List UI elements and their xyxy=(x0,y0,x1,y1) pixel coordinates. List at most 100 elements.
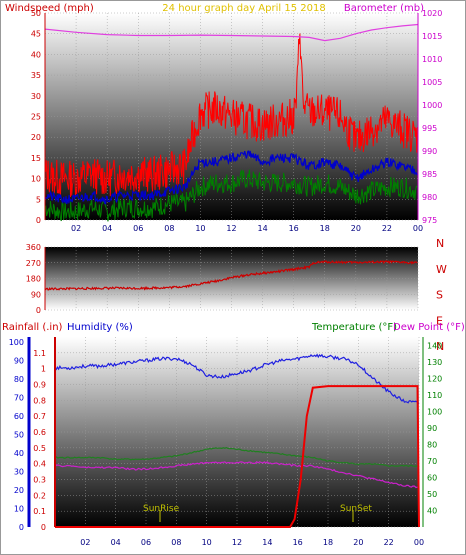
rain-x-tick-label: 12 xyxy=(232,538,242,547)
wind-panel-axes: 0510152025303540455097598098599099510001… xyxy=(31,9,443,233)
compass-label: N xyxy=(436,237,444,250)
humidity-tick-label: 50 xyxy=(14,431,24,440)
wind-tick-label: 0 xyxy=(36,216,41,225)
barometer-tick-label: 990 xyxy=(422,147,437,156)
compass-label: W xyxy=(436,263,447,276)
wind-x-tick-label: 16 xyxy=(289,224,299,233)
wind-tick-label: 50 xyxy=(31,9,41,18)
temperature-tick-label: 60 xyxy=(427,473,437,482)
humidity-tick-label: 40 xyxy=(14,449,24,458)
rain-tick-label: 0.6 xyxy=(33,428,46,437)
rain-tick-label: 0.9 xyxy=(33,381,46,390)
rain-tick-label: 1.1 xyxy=(33,349,46,358)
rain-tick-label: 0.8 xyxy=(33,396,46,405)
direction-tick-label: 90 xyxy=(31,290,41,299)
compass-label: S xyxy=(436,289,443,302)
humidity-tick-label: 30 xyxy=(14,468,24,477)
humidity-tick-label: 0 xyxy=(19,523,24,532)
average-wind-series-line xyxy=(44,150,418,205)
temperature-tick-label: 130 xyxy=(427,358,442,367)
direction-tick-label: 180 xyxy=(26,275,41,284)
wind-x-tick-label: 06 xyxy=(133,224,143,233)
graph-date-title: 24 hour graph day April 15 2018 xyxy=(162,3,325,14)
barometer-tick-label: 1020 xyxy=(422,9,442,18)
wind-x-tick-label: 04 xyxy=(102,224,112,233)
humidity-tick-label: 60 xyxy=(14,412,24,421)
sunrise-label: SunRise xyxy=(143,504,180,514)
gust-wind-series-line xyxy=(44,33,419,198)
temperature-axis-title: Temperature (°F) xyxy=(311,322,397,333)
humidity-tick-label: 100 xyxy=(9,338,24,347)
barometer-tick-label: 1010 xyxy=(422,55,442,64)
dewpoint-series-line xyxy=(54,461,418,489)
wind-tick-label: 15 xyxy=(31,154,41,163)
direction-tick-label: 270 xyxy=(26,259,41,268)
compass-label: E xyxy=(436,314,443,327)
barometer-tick-label: 1015 xyxy=(422,32,442,41)
rain-x-tick-label: 16 xyxy=(293,538,303,547)
wind-tick-label: 25 xyxy=(31,113,41,122)
barometer-tick-label: 985 xyxy=(422,170,437,179)
wind-tick-label: 30 xyxy=(31,92,41,101)
direction-panel-series xyxy=(44,259,418,291)
rainfall-series-line xyxy=(55,385,420,528)
rainfall-axis-title: Rainfall (.in) xyxy=(2,322,63,333)
temperature-tick-label: 70 xyxy=(427,457,437,466)
rain-x-tick-label: 20 xyxy=(353,538,363,547)
barometer-tick-label: 975 xyxy=(422,216,437,225)
dewpoint-axis-title: Dew Point (°F) xyxy=(393,322,465,333)
rain-panel-series xyxy=(54,353,420,528)
wind-tick-label: 5 xyxy=(36,195,41,204)
rain-tick-label: 0.4 xyxy=(33,460,46,469)
rain-x-tick-label: 10 xyxy=(202,538,212,547)
compass-label: N xyxy=(436,340,444,353)
wind-tick-label: 40 xyxy=(31,50,41,59)
rain-panel-grid xyxy=(55,337,420,528)
rain-x-tick-label: 04 xyxy=(111,538,121,547)
wind-x-tick-label: 10 xyxy=(195,224,205,233)
humidity-tick-label: 80 xyxy=(14,375,24,384)
rain-panel-axes: 0 0.1 0.2 0.3 0.4 0.5 0.6 0.7 0.8 0.9 1 1.1 0 10 20 30 4… xyxy=(9,337,442,547)
humidity-tick-label: 10 xyxy=(14,505,24,514)
direction-tick-label: 0 xyxy=(36,306,41,315)
wind-direction-series-line xyxy=(44,259,418,291)
temperature-tick-label: 110 xyxy=(427,391,442,400)
rain-x-tick-label: 18 xyxy=(323,538,333,547)
rain-tick-label: 0.2 xyxy=(33,491,46,500)
barometer-tick-label: 995 xyxy=(422,124,437,133)
barometer-tick-label: 1005 xyxy=(422,78,442,87)
rain-tick-label: 1 xyxy=(41,365,46,374)
direction-panel-grid xyxy=(45,246,419,311)
wind-x-tick-label: 18 xyxy=(320,224,330,233)
humidity-axis-title: Humidity (%) xyxy=(67,322,133,333)
rain-x-tick-label: 02 xyxy=(80,538,90,547)
humidity-series-line xyxy=(54,353,420,404)
temperature-series-line xyxy=(54,446,418,468)
barometer-series-line xyxy=(44,23,419,42)
rain-x-tick-label: 00 xyxy=(414,538,424,547)
rain-x-tick-label: 08 xyxy=(171,538,181,547)
wind-tick-label: 20 xyxy=(31,133,41,142)
barometer-tick-label: 980 xyxy=(422,193,437,202)
humidity-tick-label: 20 xyxy=(14,486,24,495)
rain-x-tick-label: 14 xyxy=(262,538,272,547)
wind-x-tick-label: 14 xyxy=(257,224,267,233)
temperature-tick-label: 40 xyxy=(427,506,437,515)
wind-tick-label: 35 xyxy=(31,71,41,80)
direction-tick-label: 360 xyxy=(26,243,41,252)
temperature-tick-label: 80 xyxy=(427,440,437,449)
wind-x-tick-label: 08 xyxy=(164,224,174,233)
wind-x-tick-label: 20 xyxy=(351,224,361,233)
humidity-tick-label: 70 xyxy=(14,394,24,403)
temperature-tick-label: 90 xyxy=(427,424,437,433)
wind-x-tick-label: 22 xyxy=(382,224,392,233)
rain-tick-label: 0 xyxy=(41,523,46,532)
wind-x-tick-label: 12 xyxy=(226,224,236,233)
temperature-tick-label: 50 xyxy=(427,490,437,499)
rain-x-tick-label: 06 xyxy=(141,538,151,547)
temperature-tick-label: 100 xyxy=(427,407,442,416)
barometer-axis-title: Barometer (mb) xyxy=(344,3,424,14)
temperature-tick-label: 140 xyxy=(427,341,442,350)
